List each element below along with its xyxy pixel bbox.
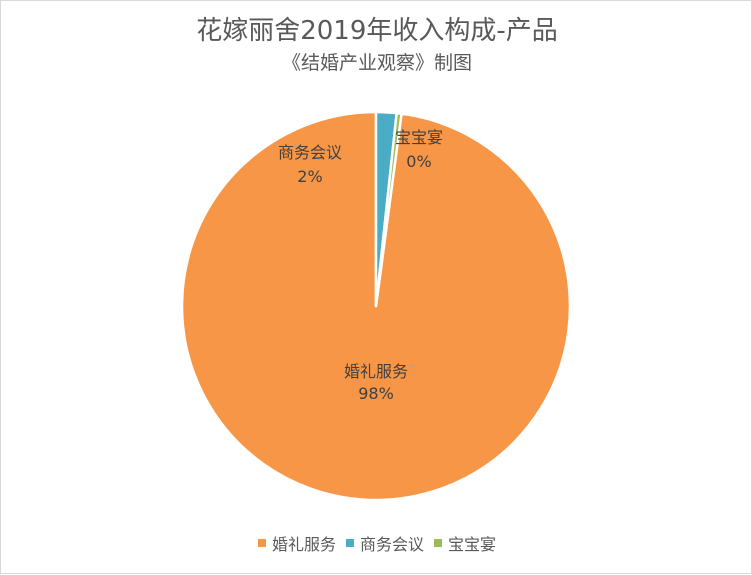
data-label-percent-wedding-services: 98% bbox=[358, 384, 394, 403]
legend-swatch bbox=[257, 539, 266, 547]
legend-label: 婚礼服务 bbox=[271, 535, 336, 554]
legend-label: 商务会议 bbox=[359, 535, 424, 554]
legend-label: 宝宝宴 bbox=[448, 535, 497, 554]
chart-subtitle: 《结婚产业观察》制图 bbox=[281, 52, 472, 74]
pie-slice-baby-banquet bbox=[374, 111, 403, 308]
chart-legend: 婚礼服务 商务会议 宝宝宴 bbox=[1, 531, 752, 555]
data-label-percent-business-meetings: 2% bbox=[297, 167, 322, 186]
legend-item-business-meetings: 商务会议 bbox=[345, 531, 424, 555]
legend-item-baby-banquet: 宝宝宴 bbox=[434, 531, 496, 555]
chart-title: 花嫁丽舍2019年收入构成-产品 bbox=[196, 16, 558, 46]
data-label-category-business-meetings: 商务会议 bbox=[278, 143, 342, 162]
legend-item-wedding-services: 婚礼服务 bbox=[257, 531, 336, 555]
data-label-percent-baby-banquet: 0% bbox=[406, 152, 431, 171]
legend-swatch bbox=[434, 539, 442, 547]
legend-swatch bbox=[345, 539, 354, 547]
data-label-category-wedding-services: 婚礼服务 bbox=[344, 362, 408, 381]
data-label-category-baby-banquet: 宝宝宴 bbox=[395, 128, 443, 147]
